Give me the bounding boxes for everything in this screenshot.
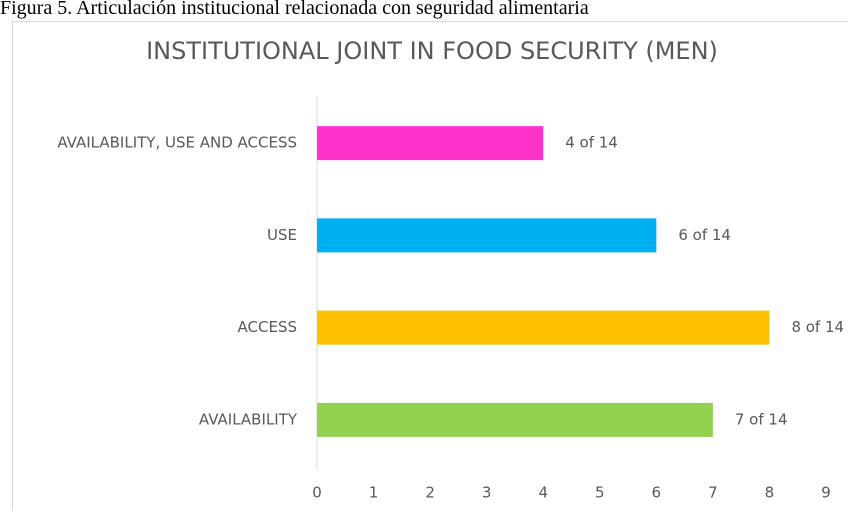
x-tick-label: 4 — [538, 484, 548, 502]
data-label: 6 of 14 — [678, 226, 731, 244]
x-tick-label: 1 — [369, 484, 379, 502]
x-tick-label: 7 — [708, 484, 718, 502]
x-tick-label: 2 — [425, 484, 435, 502]
y-tick-label: AVAILABILITY, USE AND ACCESS — [57, 134, 297, 152]
data-label: 8 of 14 — [791, 318, 844, 336]
y-tick-label: USE — [267, 226, 297, 244]
y-tick-label: AVAILABILITY — [199, 410, 298, 428]
bar — [317, 126, 544, 161]
x-tick-label: 5 — [595, 484, 605, 502]
bar — [317, 402, 713, 437]
chart-border — [12, 21, 848, 511]
data-label: 7 of 14 — [735, 410, 788, 428]
y-tick-label: ACCESS — [238, 318, 297, 336]
x-tick-label: 3 — [482, 484, 492, 502]
x-tick-label: 6 — [652, 484, 662, 502]
x-tick-label: 9 — [821, 484, 831, 502]
chart-title: INSTITUTIONAL JOINT IN FOOD SECURITY (ME… — [146, 37, 718, 65]
x-tick-label: 8 — [765, 484, 775, 502]
bar — [317, 218, 657, 253]
data-label: 4 of 14 — [565, 134, 618, 152]
x-tick-label: 0 — [312, 484, 322, 502]
caption: Figura 5. Articulación institucional rel… — [0, 0, 589, 19]
bar — [317, 310, 770, 345]
